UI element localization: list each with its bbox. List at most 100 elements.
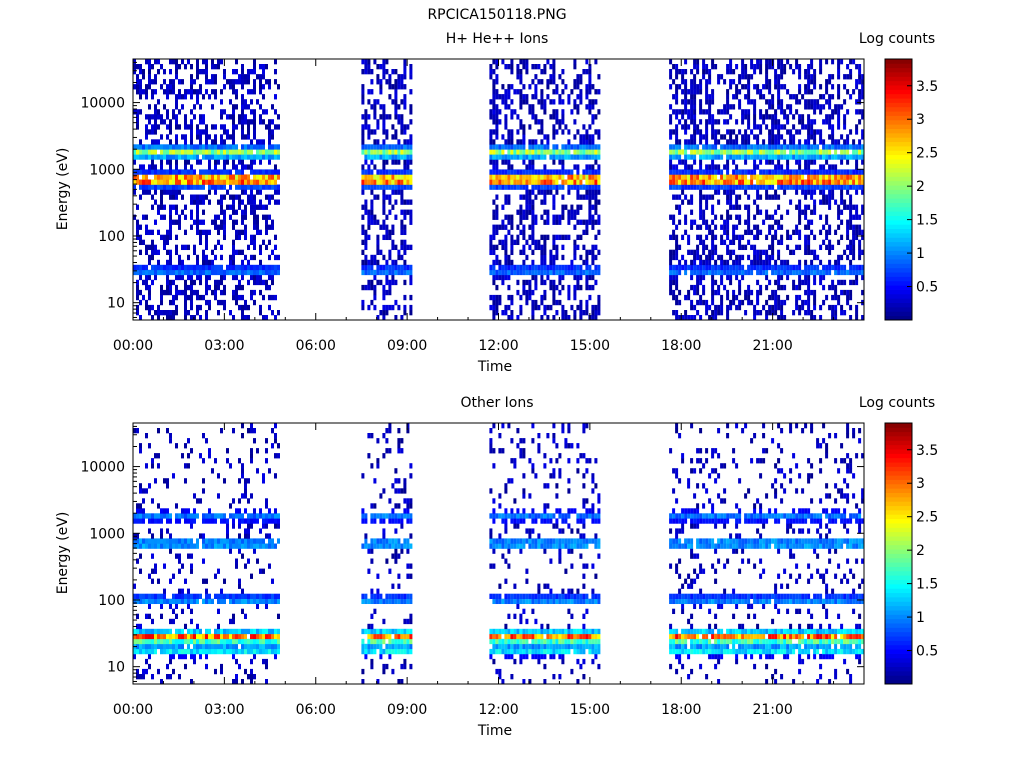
spectrogram-cell	[166, 144, 169, 150]
spectrogram-cell	[145, 633, 148, 640]
spectrogram-cell	[552, 184, 556, 190]
spectrogram-cell	[555, 219, 559, 225]
spectrogram-cell	[840, 169, 844, 175]
spectrogram-cell	[385, 169, 389, 175]
spectrogram-cell	[594, 209, 598, 215]
spectrogram-cell	[567, 179, 571, 185]
spectrogram-cell	[190, 294, 193, 301]
spectrogram-cell	[208, 179, 211, 185]
spectrogram-cell	[136, 428, 139, 434]
spectrogram-cell	[675, 264, 679, 271]
spectrogram-cell	[843, 269, 847, 276]
spectrogram-cell	[588, 69, 592, 75]
spectrogram-cell	[858, 144, 862, 150]
spectrogram-cell	[735, 274, 739, 281]
spectrogram-cell	[166, 109, 169, 115]
spectrogram-cell	[241, 259, 244, 266]
spectrogram-cell	[585, 284, 589, 291]
spectrogram-cell	[567, 289, 571, 296]
spectrogram-cell	[855, 224, 859, 230]
spectrogram-cell	[178, 89, 181, 95]
spectrogram-cell	[765, 59, 769, 65]
spectrogram-cell	[157, 453, 160, 459]
spectrogram-cell	[846, 294, 850, 301]
spectrogram-cell	[837, 214, 841, 220]
spectrogram-cell	[501, 264, 505, 271]
spectrogram-cell	[259, 114, 262, 120]
colorbar-segment	[885, 106, 912, 112]
spectrogram-cell	[825, 194, 829, 200]
spectrogram-cell	[555, 154, 559, 160]
spectrogram-cell	[382, 269, 386, 276]
spectrogram-cell	[361, 89, 365, 95]
spectrogram-cell	[738, 104, 742, 110]
spectrogram-cell	[226, 179, 229, 185]
spectrogram-cell	[232, 244, 235, 251]
spectrogram-cell	[151, 244, 154, 251]
spectrogram-cell	[516, 129, 520, 135]
spectrogram-cell	[172, 294, 175, 301]
spectrogram-cell	[573, 289, 577, 296]
spectrogram-cell	[507, 315, 511, 321]
spectrogram-cell	[690, 299, 694, 306]
spectrogram-cell	[813, 184, 817, 190]
spectrogram-cell	[777, 164, 781, 170]
spectrogram-cell	[768, 99, 772, 105]
spectrogram-cell	[846, 219, 850, 225]
spectrogram-cell	[831, 59, 835, 65]
spectrogram-cell	[504, 144, 508, 150]
spectrogram-cell	[211, 139, 214, 145]
spectrogram-cell	[193, 244, 196, 251]
spectrogram-cell	[699, 189, 703, 195]
spectrogram-cell	[537, 79, 541, 85]
spectrogram-cell	[211, 104, 214, 110]
spectrogram-cell	[133, 184, 136, 190]
spectrogram-cell	[771, 179, 775, 185]
spectrogram-cell	[573, 254, 577, 261]
spectrogram-cell	[705, 149, 709, 155]
spectrogram-cell	[684, 99, 688, 105]
spectrogram-cell	[738, 194, 742, 200]
spectrogram-cell	[400, 209, 404, 215]
spectrogram-cell	[139, 109, 142, 115]
spectrogram-cell	[768, 149, 772, 155]
spectrogram-cell	[699, 129, 703, 135]
spectrogram-cell	[492, 304, 496, 311]
spectrogram-cell	[409, 144, 413, 150]
spectrogram-cell	[549, 154, 553, 160]
colorbar-tick-label: 1	[916, 246, 925, 262]
spectrogram-cell	[573, 149, 577, 155]
spectrogram-cell	[702, 269, 706, 276]
spectrogram-cell	[849, 269, 853, 276]
spectrogram-cell	[148, 513, 151, 519]
spectrogram-cell	[837, 179, 841, 185]
spectrogram-cell	[184, 653, 187, 660]
spectrogram-cell	[591, 259, 595, 266]
spectrogram-cell	[181, 563, 184, 569]
spectrogram-cell	[394, 89, 398, 95]
spectrogram-cell	[160, 134, 163, 140]
spectrogram-cell	[855, 144, 859, 150]
spectrogram-cell	[196, 94, 199, 100]
spectrogram-cell	[160, 114, 163, 120]
spectrogram-cell	[495, 64, 499, 70]
spectrogram-cell	[819, 104, 823, 110]
spectrogram-cell	[492, 199, 496, 205]
spectrogram-cell	[178, 274, 181, 281]
spectrogram-cell	[187, 179, 190, 185]
spectrogram-cell	[133, 538, 136, 544]
spectrogram-cell	[798, 144, 802, 150]
spectrogram-cell	[693, 124, 697, 130]
spectrogram-cell	[771, 139, 775, 145]
spectrogram-cell	[558, 299, 562, 306]
spectrogram-cell	[732, 154, 736, 160]
spectrogram-cell	[178, 674, 181, 680]
spectrogram-cell	[717, 149, 721, 155]
spectrogram-cell	[708, 304, 712, 311]
spectrogram-cell	[403, 214, 407, 220]
spectrogram-cell	[732, 249, 736, 256]
spectrogram-cell	[678, 244, 682, 251]
spectrogram-cell	[262, 264, 265, 271]
spectrogram-cell	[271, 169, 274, 175]
spectrogram-cell	[726, 154, 730, 160]
